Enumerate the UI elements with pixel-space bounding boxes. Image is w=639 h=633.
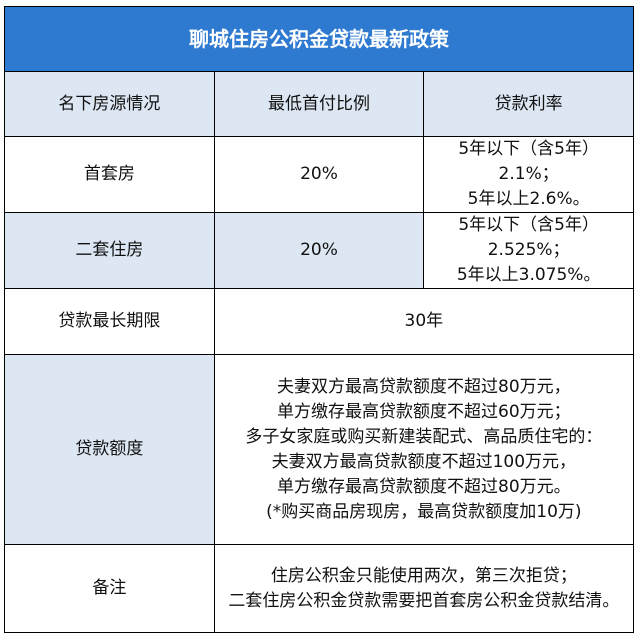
second-home-rate: 5年以下（含5年）2.525%； 5年以上3.075%。: [423, 212, 634, 289]
loan-amount-details: 夫妻双方最高贷款额度不超过80万元， 单方缴存最高贷款额度不超过60万元； 多子…: [213, 354, 635, 545]
policy-table: 聊城住房公积金贷款最新政策 名下房源情况 最低首付比例 贷款利率 首套房 20%…: [4, 6, 635, 633]
first-home-rate-line: 5年以下（含5年）2.1%；: [458, 139, 599, 184]
row-max-term: 贷款最长期限 30年: [4, 288, 635, 355]
loan-amount-line: 夫妻双方最高贷款额度不超过100万元，: [271, 451, 577, 472]
second-home-rate-line: 5年以下（含5年）2.525%；: [458, 215, 599, 260]
notes-line: 住房公积金只能使用两次，第三次拒贷；: [270, 565, 577, 586]
notes-details: 住房公积金只能使用两次，第三次拒贷； 二套住房公积金贷款需要把首套房公积金贷款结…: [213, 544, 635, 633]
max-term-value: 30年: [213, 288, 635, 355]
loan-amount-line: (*购买商品房现房，最高贷款额度加10万): [266, 501, 582, 522]
row-second-home: 二套住房 20% 5年以下（含5年）2.525%； 5年以上3.075%。: [4, 212, 634, 289]
title-row: 聊城住房公积金贷款最新政策: [4, 6, 634, 72]
row-first-home: 首套房 20% 5年以下（含5年）2.1%； 5年以上2.6%。: [4, 136, 634, 213]
header-down-payment: 最低首付比例: [213, 71, 425, 137]
header-row: 名下房源情况 最低首付比例 贷款利率: [4, 71, 634, 137]
header-property-status: 名下房源情况: [4, 71, 215, 137]
loan-amount-line: 单方缴存最高贷款额度不超过60万元；: [277, 401, 571, 422]
first-home-label: 首套房: [4, 136, 215, 213]
loan-amount-label: 贷款额度: [4, 354, 215, 545]
first-home-rate-line: 5年以上2.6%。: [467, 189, 590, 209]
row-loan-amount: 贷款额度 夫妻双方最高贷款额度不超过80万元， 单方缴存最高贷款额度不超过60万…: [4, 354, 635, 545]
loan-amount-line: 夫妻双方最高贷款额度不超过80万元，: [277, 376, 571, 397]
max-term-label: 贷款最长期限: [4, 288, 215, 355]
second-home-rate-line: 5年以上3.075%。: [456, 265, 601, 285]
loan-amount-line: 单方缴存最高贷款额度不超过80万元。: [277, 476, 571, 497]
second-home-down-payment: 20%: [213, 212, 425, 289]
notes-line: 二套住房公积金贷款需要把首套房公积金贷款结清。: [228, 590, 620, 611]
loan-amount-line: 多子女家庭或购买新建装配式、高品质住宅的：: [245, 426, 603, 447]
table-title: 聊城住房公积金贷款最新政策: [4, 6, 634, 72]
row-notes: 备注 住房公积金只能使用两次，第三次拒贷； 二套住房公积金贷款需要把首套房公积金…: [4, 544, 635, 633]
header-interest-rate: 贷款利率: [423, 71, 634, 137]
second-home-label: 二套住房: [4, 212, 215, 289]
first-home-rate: 5年以下（含5年）2.1%； 5年以上2.6%。: [423, 136, 634, 213]
first-home-down-payment: 20%: [213, 136, 425, 213]
notes-label: 备注: [4, 544, 215, 633]
policy-table-container: 聊城住房公积金贷款最新政策 名下房源情况 最低首付比例 贷款利率 首套房 20%…: [4, 6, 635, 633]
